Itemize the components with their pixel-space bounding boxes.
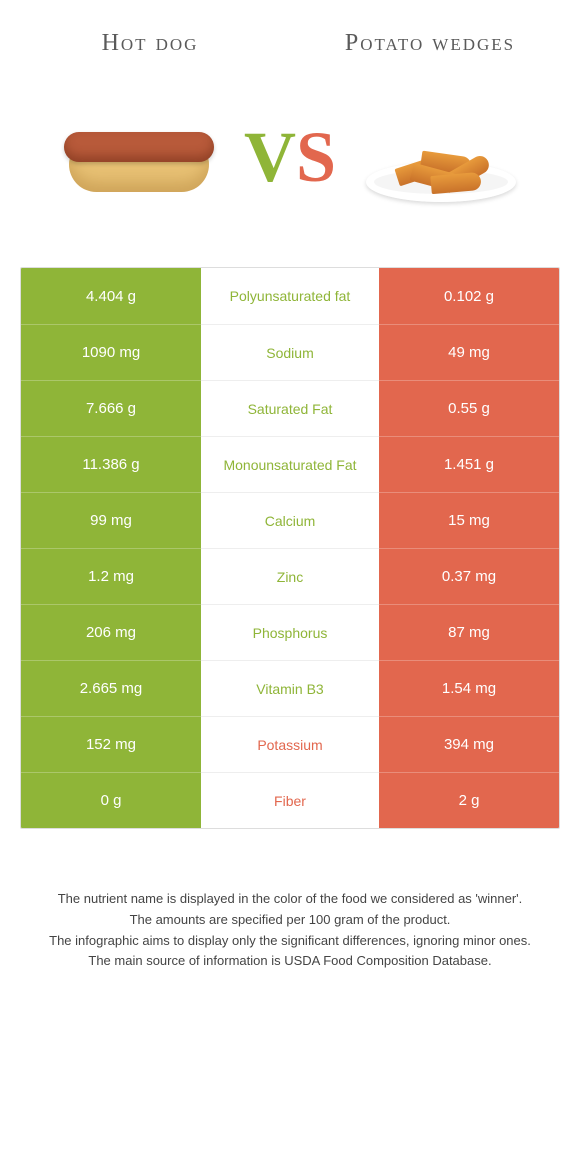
table-row: 1090 mgSodium49 mg (21, 324, 559, 380)
left-value: 1.2 mg (21, 548, 201, 604)
header: Hot dog Potato wedges (20, 30, 560, 57)
table-row: 4.404 gPolyunsaturated fat0.102 g (21, 268, 559, 324)
right-value: 0.102 g (379, 268, 559, 324)
footnote-line: The main source of information is USDA F… (30, 951, 550, 972)
left-value: 152 mg (21, 716, 201, 772)
vs-s: S (296, 116, 336, 199)
nutrient-label: Monounsaturated Fat (201, 436, 379, 492)
left-value: 0 g (21, 772, 201, 828)
nutrient-label: Fiber (201, 772, 379, 828)
nutrient-table: 4.404 gPolyunsaturated fat0.102 g1090 mg… (20, 267, 560, 829)
images-row: VS (20, 97, 560, 217)
table-row: 1.2 mgZinc0.37 mg (21, 548, 559, 604)
right-food-title: Potato wedges (330, 30, 530, 57)
table-row: 0 gFiber2 g (21, 772, 559, 828)
right-value: 1.451 g (379, 436, 559, 492)
footnote-line: The infographic aims to display only the… (30, 931, 550, 952)
footnotes: The nutrient name is displayed in the co… (20, 889, 560, 972)
right-value: 2 g (379, 772, 559, 828)
wedges-image (356, 97, 526, 217)
right-value: 0.37 mg (379, 548, 559, 604)
footnote-line: The nutrient name is displayed in the co… (30, 889, 550, 910)
right-value: 394 mg (379, 716, 559, 772)
nutrient-label: Zinc (201, 548, 379, 604)
right-value: 49 mg (379, 324, 559, 380)
table-row: 2.665 mgVitamin B31.54 mg (21, 660, 559, 716)
nutrient-label: Vitamin B3 (201, 660, 379, 716)
left-food-title: Hot dog (50, 30, 250, 57)
table-row: 206 mgPhosphorus87 mg (21, 604, 559, 660)
right-value: 1.54 mg (379, 660, 559, 716)
vs-v: V (244, 116, 296, 199)
left-value: 1090 mg (21, 324, 201, 380)
table-row: 152 mgPotassium394 mg (21, 716, 559, 772)
nutrient-label: Potassium (201, 716, 379, 772)
left-value: 11.386 g (21, 436, 201, 492)
hotdog-image (54, 97, 224, 217)
right-value: 0.55 g (379, 380, 559, 436)
right-value: 87 mg (379, 604, 559, 660)
nutrient-label: Phosphorus (201, 604, 379, 660)
footnote-line: The amounts are specified per 100 gram o… (30, 910, 550, 931)
left-value: 2.665 mg (21, 660, 201, 716)
nutrient-label: Saturated Fat (201, 380, 379, 436)
vs-label: VS (244, 116, 336, 199)
table-row: 7.666 gSaturated Fat0.55 g (21, 380, 559, 436)
right-value: 15 mg (379, 492, 559, 548)
left-value: 206 mg (21, 604, 201, 660)
left-value: 99 mg (21, 492, 201, 548)
left-value: 7.666 g (21, 380, 201, 436)
table-row: 11.386 gMonounsaturated Fat1.451 g (21, 436, 559, 492)
nutrient-label: Calcium (201, 492, 379, 548)
table-row: 99 mgCalcium15 mg (21, 492, 559, 548)
nutrient-label: Polyunsaturated fat (201, 268, 379, 324)
left-value: 4.404 g (21, 268, 201, 324)
nutrient-label: Sodium (201, 324, 379, 380)
